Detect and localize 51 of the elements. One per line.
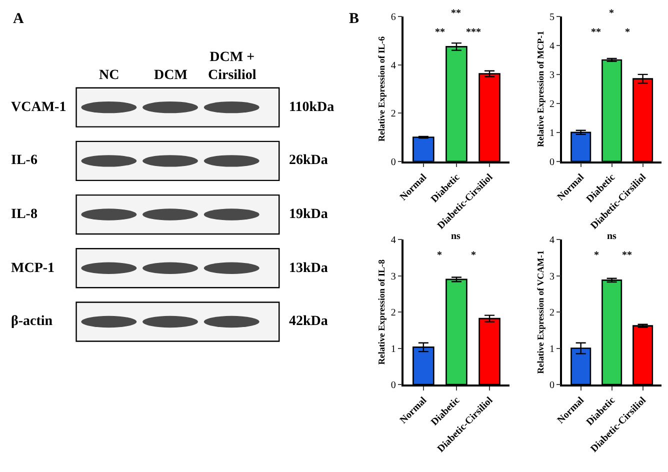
annotation: ** (591, 27, 601, 38)
y-tick-label: 4 (390, 60, 396, 72)
y-tick-label: 1 (549, 344, 554, 355)
y-axis-title: Relative Expression of MCP-1 (535, 30, 546, 147)
text: IL-6 (11, 153, 38, 168)
text: MCP-1 (11, 261, 55, 276)
text: DCM (154, 68, 188, 83)
text: NC (99, 68, 120, 83)
y-tick-label: 2 (390, 108, 396, 120)
y-axis-title: Relative Expression of IL-8 (376, 259, 387, 365)
text: 26kDa (289, 153, 328, 168)
y-tick-label: 3 (549, 271, 554, 282)
y-tick-label: 3 (390, 271, 396, 282)
annotation: ** (622, 250, 632, 261)
text: 13kDa (289, 261, 328, 276)
annotation: * (471, 250, 476, 261)
text: IL-8 (11, 207, 38, 222)
text: 19kDa (289, 207, 328, 222)
text: VCAM-1 (11, 100, 66, 115)
y-tick-label: 0 (549, 380, 554, 391)
annotation: ** (435, 27, 445, 38)
text: DCM + Cirsiliol (208, 50, 256, 84)
y-tick-label: 6 (390, 12, 396, 23)
y-tick-label: 0 (549, 156, 554, 168)
text: 42kDa (289, 314, 328, 329)
y-tick-label: 0 (390, 156, 396, 168)
text: β-actin (11, 314, 53, 329)
chart-title: B (349, 11, 360, 27)
y-tick-label: 1 (549, 128, 554, 139)
annotation: * (609, 8, 614, 19)
y-axis-title: Relative Expression of IL-6 (376, 36, 387, 142)
y-tick-label: 2 (549, 308, 554, 319)
y-tick-label: 5 (549, 12, 554, 23)
y-axis-title: Relative Expression of VCAM-1 (535, 250, 546, 374)
annotation: ** (451, 8, 461, 19)
annotation: ns (451, 231, 461, 242)
annotation: ns (607, 231, 617, 242)
y-tick-label: 2 (390, 308, 396, 319)
y-tick-label: 3 (549, 70, 554, 81)
y-tick-label: 1 (390, 344, 396, 355)
annotation: * (594, 250, 599, 261)
annotation: * (437, 250, 442, 261)
y-tick-label: 2 (549, 98, 554, 110)
text: 110kDa (289, 100, 334, 115)
y-tick-label: 4 (549, 40, 554, 52)
y-tick-label: 4 (390, 235, 396, 246)
text: A (13, 11, 24, 27)
annotation: *** (466, 27, 481, 38)
y-tick-label: 0 (390, 380, 396, 391)
annotation: * (625, 27, 630, 38)
y-tick-label: 4 (549, 235, 554, 246)
